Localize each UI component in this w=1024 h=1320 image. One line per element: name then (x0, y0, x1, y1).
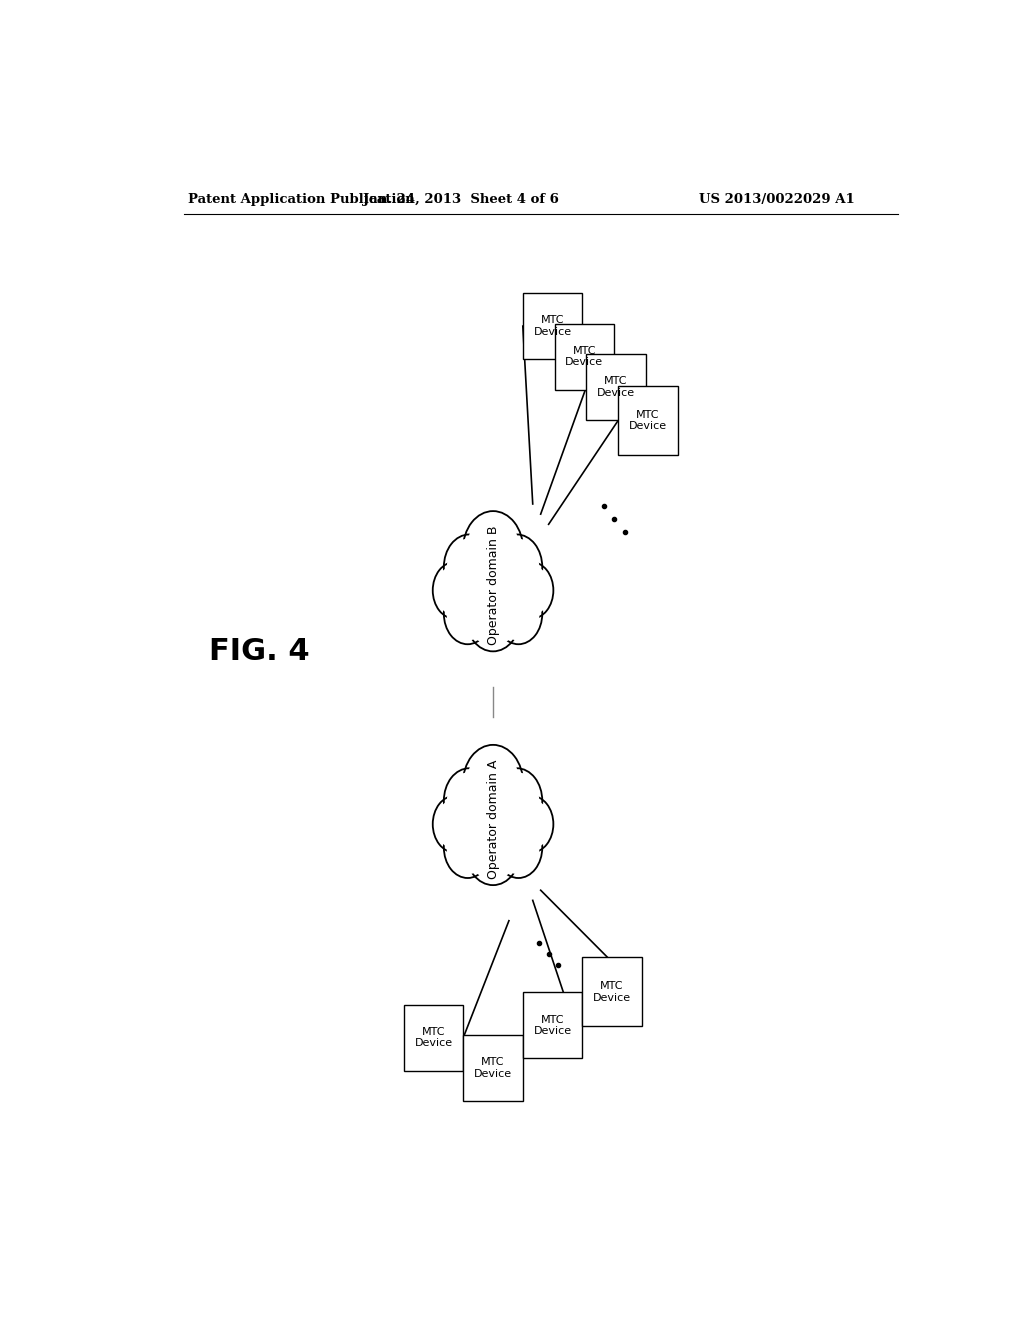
Text: MTC
Device: MTC Device (629, 409, 667, 432)
Circle shape (446, 539, 492, 595)
Circle shape (466, 581, 520, 651)
Circle shape (454, 544, 509, 616)
Circle shape (444, 818, 490, 876)
Circle shape (474, 775, 536, 854)
Circle shape (510, 796, 553, 851)
Circle shape (477, 779, 532, 850)
Circle shape (469, 585, 517, 647)
Circle shape (467, 516, 519, 583)
Circle shape (493, 536, 542, 598)
Circle shape (466, 814, 520, 884)
Text: MTC
Device: MTC Device (415, 1027, 453, 1048)
Circle shape (446, 587, 488, 640)
Circle shape (477, 544, 532, 616)
Circle shape (435, 565, 474, 615)
FancyBboxPatch shape (463, 1035, 523, 1101)
Circle shape (495, 539, 540, 595)
Circle shape (464, 512, 522, 587)
Text: FIG. 4: FIG. 4 (209, 636, 309, 665)
Circle shape (451, 775, 512, 854)
Text: Patent Application Publication: Patent Application Publication (187, 193, 415, 206)
Circle shape (498, 821, 540, 874)
Text: US 2013/0022029 A1: US 2013/0022029 A1 (699, 193, 855, 206)
Circle shape (444, 585, 490, 643)
Circle shape (433, 562, 476, 618)
Text: MTC
Device: MTC Device (534, 315, 571, 337)
Circle shape (474, 541, 536, 619)
Text: MTC
Device: MTC Device (534, 1015, 571, 1036)
Text: Operator domain B: Operator domain B (486, 525, 500, 645)
Text: Operator domain A: Operator domain A (486, 759, 500, 879)
Text: MTC
Device: MTC Device (474, 1057, 512, 1078)
Circle shape (495, 772, 540, 829)
Circle shape (496, 818, 542, 876)
Circle shape (454, 779, 509, 850)
Circle shape (512, 565, 551, 615)
Text: MTC
Device: MTC Device (597, 376, 635, 397)
Circle shape (446, 772, 492, 829)
Circle shape (451, 541, 512, 619)
Circle shape (446, 821, 488, 874)
Circle shape (493, 770, 542, 833)
FancyBboxPatch shape (618, 385, 678, 455)
Circle shape (464, 746, 522, 821)
Circle shape (467, 750, 519, 817)
Circle shape (498, 587, 540, 640)
Text: MTC
Device: MTC Device (593, 981, 631, 1003)
Circle shape (512, 799, 551, 849)
FancyBboxPatch shape (523, 993, 583, 1059)
Circle shape (433, 796, 476, 851)
Text: MTC
Device: MTC Device (565, 346, 603, 367)
Circle shape (496, 585, 542, 643)
FancyBboxPatch shape (583, 957, 642, 1027)
Circle shape (444, 770, 494, 833)
FancyBboxPatch shape (403, 1005, 463, 1071)
Circle shape (469, 818, 517, 880)
FancyBboxPatch shape (523, 293, 583, 359)
Circle shape (435, 799, 474, 849)
Circle shape (444, 536, 494, 598)
FancyBboxPatch shape (587, 354, 646, 420)
Circle shape (510, 562, 553, 618)
Text: Jan. 24, 2013  Sheet 4 of 6: Jan. 24, 2013 Sheet 4 of 6 (364, 193, 559, 206)
FancyBboxPatch shape (555, 323, 614, 389)
